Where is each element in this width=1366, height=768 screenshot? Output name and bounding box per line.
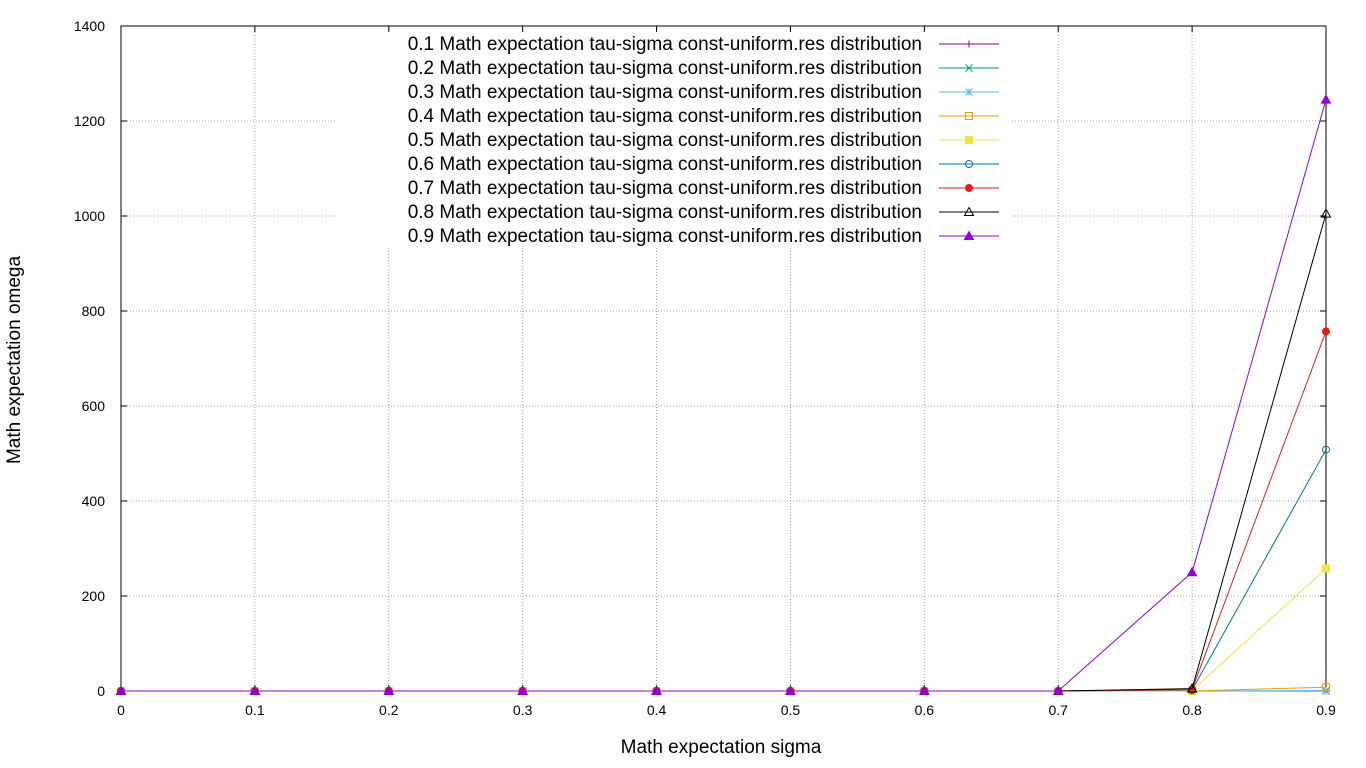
series	[117, 445, 1330, 695]
legend-marker	[965, 112, 973, 120]
data-point	[785, 685, 796, 695]
series-line	[121, 331, 1327, 692]
data-point	[1186, 566, 1198, 577]
x-tick-label: 0	[117, 702, 125, 718]
data-point	[1320, 208, 1332, 218]
legend-label: 0.9 Math expectation tau-sigma const-uni…	[408, 226, 922, 247]
data-point	[249, 685, 261, 695]
legend-label: 0.8 Math expectation tau-sigma const-uni…	[408, 202, 922, 223]
data-point	[1322, 564, 1330, 573]
x-tick-label: 0.8	[1182, 702, 1202, 718]
data-point	[517, 685, 529, 695]
data-point	[1322, 445, 1330, 454]
legend-marker	[965, 160, 973, 168]
data-point	[1052, 685, 1064, 695]
y-tick-label: 600	[82, 398, 106, 414]
legend-marker	[965, 184, 973, 192]
series-line	[121, 568, 1327, 692]
y-tick-label: 1000	[74, 208, 105, 224]
legend-label: 0.2 Math expectation tau-sigma const-uni…	[408, 58, 922, 79]
x-axis-title: Math expectation sigma	[620, 737, 822, 758]
x-tick-label: 0.9	[1316, 702, 1336, 718]
x-tick-label: 0.3	[513, 702, 533, 718]
series	[115, 94, 1332, 695]
legend: 0.1 Math expectation tau-sigma const-uni…	[408, 34, 999, 247]
legend-label: 0.7 Math expectation tau-sigma const-uni…	[408, 178, 922, 199]
series-line	[121, 449, 1327, 692]
data-point	[115, 685, 127, 695]
x-tick-label: 0.7	[1048, 702, 1068, 718]
data-point	[1322, 683, 1330, 692]
x-tick-label: 0.5	[781, 702, 801, 718]
series	[115, 208, 1332, 695]
legend-marker	[965, 40, 973, 48]
data-point	[1186, 683, 1198, 693]
x-tick-label: 0.6	[915, 702, 935, 718]
data-point	[1320, 94, 1332, 104]
y-tick-label: 1200	[74, 113, 105, 129]
y-tick-label: 1400	[74, 18, 105, 34]
legend-marker	[963, 206, 975, 216]
legend-label: 0.5 Math expectation tau-sigma const-uni…	[408, 130, 922, 151]
legend-label: 0.3 Math expectation tau-sigma const-uni…	[408, 82, 922, 103]
legend-marker	[965, 88, 973, 96]
y-tick-label: 800	[82, 303, 106, 319]
legend-label: 0.1 Math expectation tau-sigma const-uni…	[408, 34, 922, 55]
y-tick-label: 0	[97, 683, 105, 699]
legend-label: 0.4 Math expectation tau-sigma const-uni…	[408, 106, 922, 127]
axes: 0 0.1 0.2 0.3 0.4 0.5 0.6 0.7 0.8 0.9 0 200 400 600 80…	[74, 18, 1336, 718]
legend-marker	[965, 64, 973, 72]
legend-marker	[963, 230, 975, 240]
data-point	[918, 685, 930, 695]
series-line	[121, 213, 1327, 692]
y-axis-title: Math expectation omega	[4, 255, 25, 465]
y-tick-label: 200	[82, 588, 106, 604]
y-tick-label: 400	[82, 493, 106, 509]
x-tick-label: 0.1	[245, 702, 265, 718]
series	[117, 564, 1330, 695]
data-point	[651, 685, 662, 695]
series-line	[121, 99, 1327, 692]
legend-marker	[965, 136, 973, 144]
data-point	[383, 685, 395, 695]
x-tick-label: 0.2	[379, 702, 399, 718]
data-point	[1322, 327, 1330, 336]
legend-label: 0.6 Math expectation tau-sigma const-uni…	[408, 154, 922, 175]
series	[117, 327, 1330, 695]
legend-background	[335, 30, 1010, 248]
x-tick-label: 0.4	[647, 702, 667, 718]
data-series	[115, 94, 1332, 695]
